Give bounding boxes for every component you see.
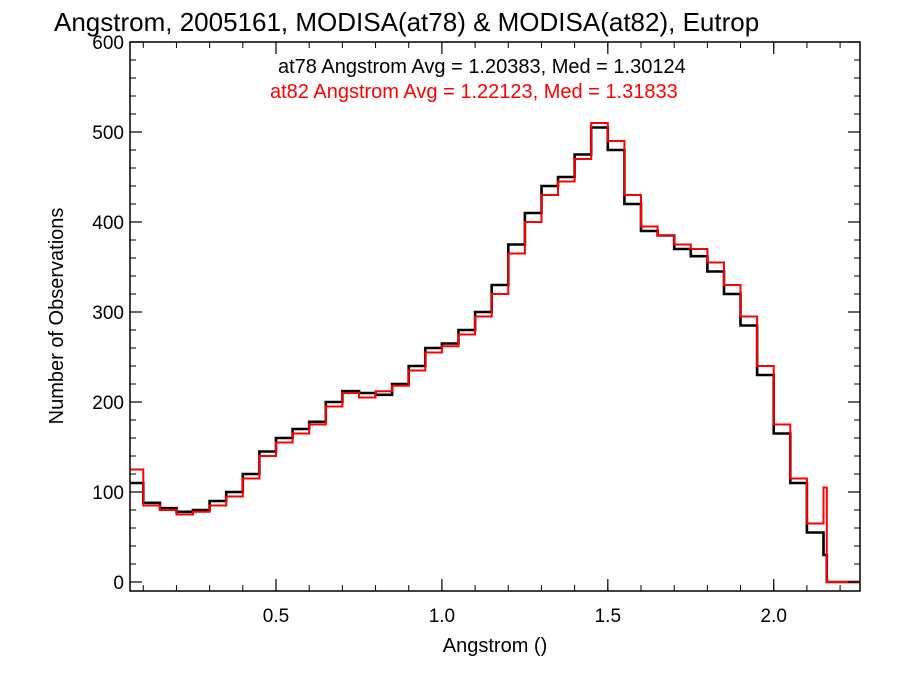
y-axis-label: Number of Observations [46,208,68,425]
x-axis-label: Angstrom () [443,635,547,657]
y-tick-label: 0 [113,573,124,594]
plot-frame [129,41,861,592]
y-tick-label: 200 [92,393,124,414]
y-tick-label: 600 [92,33,124,54]
axes-layer: 0.5 1.0 1.5 2.0 0 100 200 300 400 500 600 [92,33,860,627]
series-layer [130,122,860,584]
chart-title: Angstrom, 2005161, MODISA(at78) & MODISA… [54,7,759,37]
x-tick-label: 0.5 [263,606,289,627]
x-tick-label: 1.0 [429,606,455,627]
y-tick-label: 100 [92,483,124,504]
legend-entry-at78: at78 Angstrom Avg = 1.20383, Med = 1.301… [278,56,686,78]
x-tick-label: 2.0 [761,606,787,627]
series-line-0 [130,126,860,584]
y-tick-label: 300 [92,303,124,324]
series-line-1 [130,122,860,583]
legend-entry-at82: at82 Angstrom Avg = 1.22123, Med = 1.318… [270,81,678,103]
y-tick-label: 500 [92,123,124,144]
y-tick-label: 400 [92,213,124,234]
x-tick-label: 1.5 [595,606,621,627]
